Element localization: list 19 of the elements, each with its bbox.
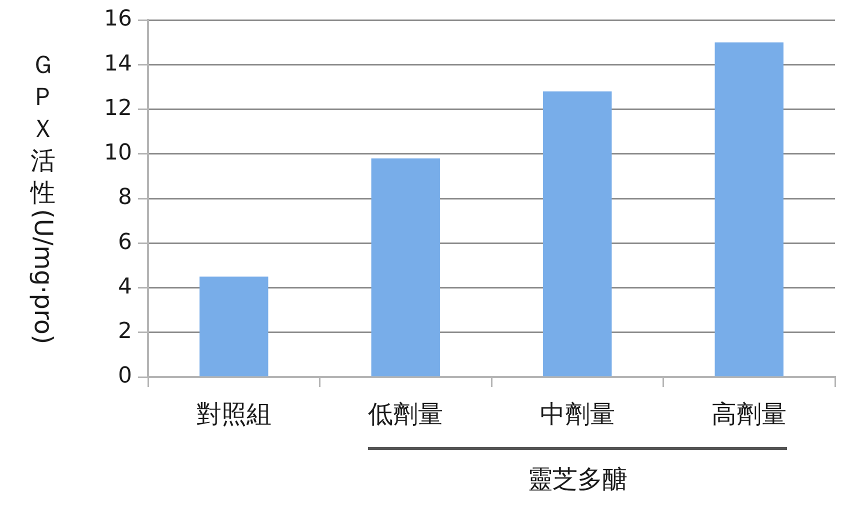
bar bbox=[543, 91, 612, 376]
y-tick-label: 6 bbox=[118, 230, 132, 255]
y-axis-title: ＧＰＸ活性(U/mg·pro) bbox=[28, 49, 58, 344]
y-tick-label: 0 bbox=[118, 364, 132, 389]
y-tick-label: 4 bbox=[118, 274, 132, 300]
x-tick-label: 高劑量 bbox=[712, 400, 787, 428]
y-tick-label: 16 bbox=[104, 6, 132, 32]
y-tick-label: 12 bbox=[104, 96, 132, 121]
y-tick-label: 14 bbox=[104, 51, 132, 76]
bar bbox=[371, 158, 440, 376]
bar bbox=[714, 42, 784, 376]
text: 靈芝多醣 bbox=[527, 464, 628, 494]
x-tick-label: 對照組 bbox=[196, 400, 272, 428]
y-tick-label: 10 bbox=[104, 140, 132, 166]
y-tick-label: 2 bbox=[118, 319, 132, 344]
x-tick-label: 中劑量 bbox=[540, 400, 615, 428]
y-tick-label: 8 bbox=[118, 185, 132, 210]
bar bbox=[200, 276, 268, 376]
x-tick-label: 低劑量 bbox=[368, 400, 444, 428]
